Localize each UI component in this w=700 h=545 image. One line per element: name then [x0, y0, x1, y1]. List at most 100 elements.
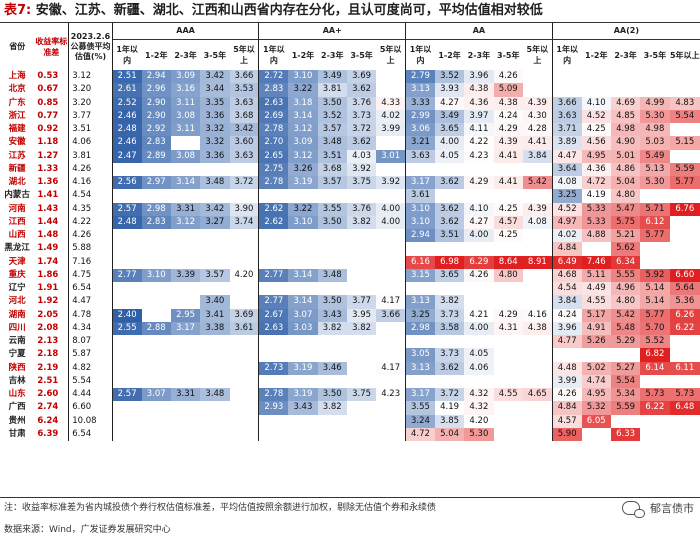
valuation-cell: 2.48	[112, 123, 142, 137]
valuation-cell: 3.48	[317, 136, 347, 150]
valuation-cell	[142, 242, 171, 255]
valuation-cell	[200, 401, 229, 414]
valuation-cell: 3.43	[317, 308, 347, 322]
valuation-cell: 4.69	[610, 96, 641, 110]
valuation-cell: 2.70	[258, 136, 289, 150]
valuation-cell: 3.57	[200, 268, 230, 282]
avg-valuation-cell: 7.16	[68, 255, 113, 269]
province-cell: 贵州	[8, 415, 26, 426]
valuation-cell: 3.58	[434, 321, 465, 335]
header-tenor: 2-3年	[174, 50, 197, 60]
avg-valuation-cell: 4.06	[68, 136, 113, 150]
valuation-cell: 5.92	[640, 268, 670, 282]
valuation-cell: 5.04	[434, 427, 465, 441]
valuation-cell	[376, 269, 405, 282]
avg-valuation-cell: 10.08	[68, 414, 113, 428]
valuation-cell: 5.01	[610, 149, 641, 163]
valuation-cell: 4.00	[434, 136, 465, 150]
valuation-cell: 4.20	[229, 268, 259, 282]
std-cell: 6.39	[37, 428, 59, 439]
valuation-cell	[142, 415, 171, 428]
valuation-cell	[523, 335, 552, 348]
valuation-cell: 3.93	[434, 83, 465, 97]
valuation-cell: 4.97	[551, 215, 582, 229]
valuation-cell: 4.77	[551, 335, 582, 349]
valuation-cell	[582, 242, 611, 255]
table-row: 山东 2.60 4.44 2.57 3.07 3.31 3.48 2.78 3.19 3.50 3.…	[0, 388, 700, 402]
province-cell: 山东	[8, 389, 26, 400]
valuation-cell	[582, 83, 611, 96]
valuation-cell: 3.25	[551, 189, 582, 203]
std-cell: 0.67	[37, 84, 59, 95]
valuation-cell: 4.80	[610, 295, 641, 309]
table-row: 湖北 1.36 4.16 2.56 2.97 3.14 3.48 3.72 2.78 3.19 3.…	[0, 176, 700, 190]
valuation-cell: 3.31	[170, 388, 201, 402]
table-row: 甘肃 6.39 6.54 4.72 5.04 5.30 5.90 6.33	[0, 427, 700, 441]
valuation-cell: 7.46	[581, 255, 611, 269]
valuation-cell	[230, 348, 259, 361]
std-cell: 6.24	[37, 415, 59, 426]
valuation-cell	[288, 415, 317, 428]
valuation-cell: 5.30	[640, 109, 670, 123]
valuation-cell: 3.82	[317, 321, 347, 335]
valuation-cell: 3.64	[551, 162, 582, 176]
valuation-cell: 4.26	[464, 268, 494, 282]
valuation-cell: 3.60	[229, 136, 259, 150]
table-row: 贵州 6.24 10.08 3.24 3.85 4.20 4.57 6.05	[0, 414, 700, 428]
valuation-cell: 4.98	[640, 123, 670, 137]
valuation-cell	[494, 375, 523, 388]
header-tenor: 1年以内	[405, 39, 435, 70]
header-tenor: 1年以内	[258, 39, 289, 70]
std-cell: 1.18	[37, 137, 59, 148]
header-tenor: 2-3年	[321, 50, 344, 60]
valuation-cell: 5.30	[464, 427, 494, 441]
std-cell: 0.77	[37, 110, 59, 121]
valuation-cell: 3.36	[200, 149, 230, 163]
valuation-cell	[523, 229, 552, 242]
table-number: 表7:	[4, 3, 32, 18]
valuation-cell	[523, 269, 552, 282]
valuation-cell: 5.32	[581, 401, 611, 415]
valuation-cell: 6.49	[551, 255, 582, 269]
table-row: 新疆 1.33 4.26 2.75 3.26 3.68 3.92 3.64 4.36 4.86 5.…	[0, 162, 700, 176]
valuation-cell: 3.09	[288, 136, 318, 150]
valuation-cell: 4.39	[522, 202, 553, 216]
valuation-cell	[376, 335, 405, 348]
valuation-cell: 4.26	[551, 388, 582, 402]
valuation-cell	[670, 335, 700, 348]
valuation-cell: 4.65	[522, 388, 553, 402]
valuation-cell: 3.42	[200, 202, 230, 216]
valuation-cell	[142, 375, 171, 388]
title-divider	[0, 22, 700, 23]
valuation-cell: 4.52	[551, 202, 582, 216]
valuation-cell: 3.24	[405, 414, 435, 428]
valuation-cell: 3.57	[317, 176, 347, 190]
std-cell: 1.91	[37, 283, 59, 294]
valuation-cell	[523, 83, 552, 96]
valuation-cell	[494, 163, 523, 176]
valuation-cell: 4.23	[376, 388, 406, 402]
valuation-cell: 5.34	[610, 388, 641, 402]
brand-name: 郁言债市	[650, 502, 694, 515]
valuation-cell: 2.89	[141, 149, 171, 163]
std-cell: 1.74	[37, 256, 59, 267]
valuation-cell: 4.02	[551, 229, 582, 243]
valuation-cell	[582, 70, 611, 83]
valuation-cell	[112, 282, 141, 295]
valuation-cell	[435, 189, 464, 202]
valuation-cell: 2.95	[170, 308, 201, 322]
valuation-cell: 4.57	[551, 414, 582, 428]
avg-valuation-cell: 4.75	[68, 268, 113, 282]
valuation-cell	[494, 362, 523, 375]
std-cell: 1.49	[37, 243, 59, 254]
valuation-cell: 2.72	[258, 70, 289, 84]
valuation-cell	[523, 348, 552, 361]
valuation-cell	[347, 428, 376, 441]
valuation-cell: 3.07	[288, 308, 318, 322]
valuation-cell	[171, 415, 200, 428]
valuation-cell: 4.29	[493, 123, 523, 137]
province-cell: 甘肃	[8, 428, 26, 439]
valuation-cell	[200, 163, 229, 176]
valuation-cell: 2.77	[112, 268, 142, 282]
valuation-cell	[258, 348, 289, 362]
